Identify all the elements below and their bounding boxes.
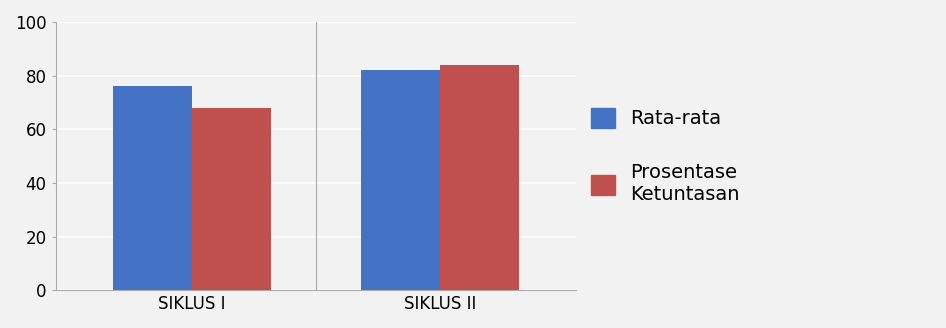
Bar	[440, 65, 519, 290]
Legend: Rata-rata, Prosentase
Ketuntasan: Rata-rata, Prosentase Ketuntasan	[591, 108, 740, 204]
Bar	[192, 108, 272, 290]
Bar	[360, 70, 440, 290]
Bar	[113, 86, 192, 290]
